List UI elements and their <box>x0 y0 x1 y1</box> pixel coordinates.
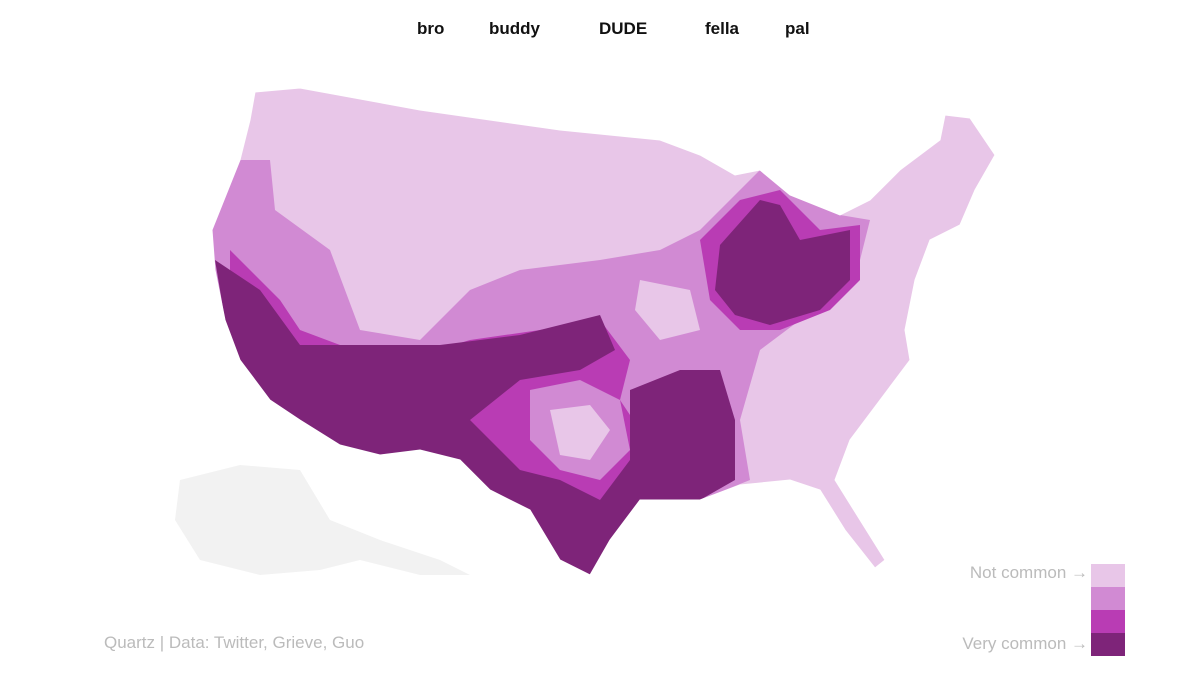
tab[interactable]: pal <box>785 19 810 38</box>
alaska <box>175 465 470 575</box>
region <box>215 260 735 575</box>
tab[interactable]: buddy <box>489 19 540 38</box>
legend-swatch <box>1091 564 1125 587</box>
tab[interactable]: bro <box>417 19 445 38</box>
legend-high: Very common → <box>962 634 1088 653</box>
legend-swatch <box>1091 587 1125 610</box>
legend-swatch <box>1091 633 1125 656</box>
tab[interactable]: fella <box>705 19 740 38</box>
legend-swatches <box>1091 564 1125 656</box>
legend-swatch <box>1091 610 1125 633</box>
tab[interactable]: DUDE <box>599 19 648 38</box>
legend-low: Not common → <box>969 563 1088 582</box>
region <box>635 280 700 340</box>
outline <box>211 87 996 576</box>
region <box>715 200 850 325</box>
source: Quartz | Data: Twitter, Grieve, Guo <box>104 633 365 652</box>
region <box>550 405 610 460</box>
